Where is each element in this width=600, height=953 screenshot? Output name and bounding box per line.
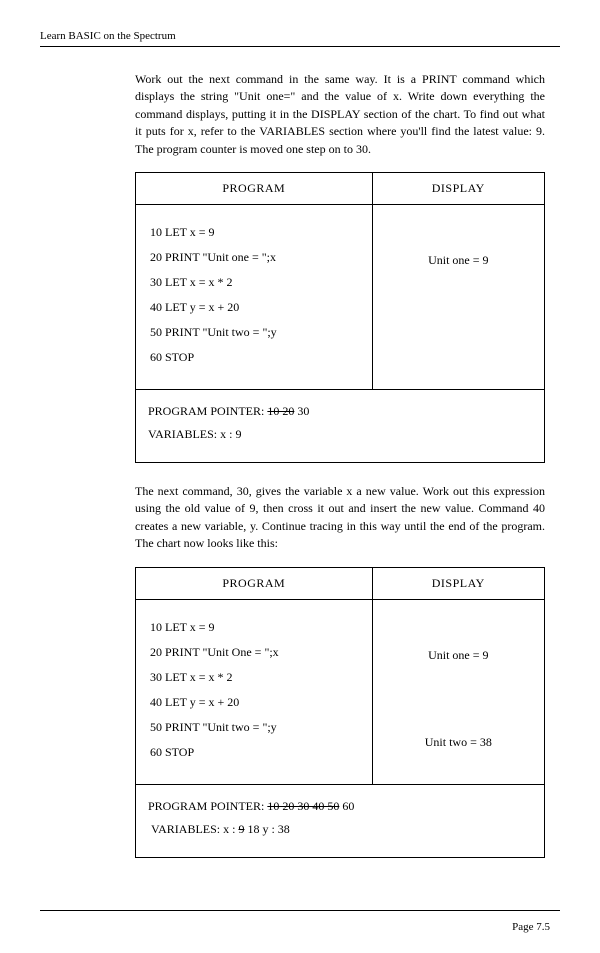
prog-line: 20 PRINT "Unit one = ";x [150, 250, 360, 265]
prog-line: 40 LET y = x + 20 [150, 300, 360, 315]
prog-line: 10 LET x = 9 [150, 620, 360, 635]
pointer-current: 30 [297, 404, 309, 418]
pointer-label: PROGRAM POINTER: [148, 799, 264, 813]
chart1-bottom: PROGRAM POINTER: 10 20 30 VARIABLES: x :… [136, 390, 544, 462]
page: Learn BASIC on the Spectrum Work out the… [0, 0, 600, 953]
chart2-pointer: PROGRAM POINTER: 10 20 30 40 50 60 [148, 799, 532, 814]
chart1-program-body: 10 LET x = 9 20 PRINT "Unit one = ";x 30… [136, 205, 372, 389]
footer-rule [40, 910, 560, 911]
prog-line: 60 STOP [150, 350, 360, 365]
variables-label: VARIABLES: x : [151, 822, 235, 836]
trace-chart-2: PROGRAM 10 LET x = 9 20 PRINT "Unit One … [135, 567, 545, 858]
variables-struck: 9 [238, 822, 244, 836]
chart2-program-body: 10 LET x = 9 20 PRINT "Unit One = ";x 30… [136, 600, 372, 784]
paragraph-1: Work out the next command in the same wa… [135, 71, 545, 158]
chart2-bottom: PROGRAM POINTER: 10 20 30 40 50 60 VARIA… [136, 785, 544, 857]
trace-chart-1: PROGRAM 10 LET x = 9 20 PRINT "Unit one … [135, 172, 545, 463]
variables-rest: 18 y : 38 [247, 822, 289, 836]
chart1-top: PROGRAM 10 LET x = 9 20 PRINT "Unit one … [136, 173, 544, 390]
display-line: Unit two = 38 [385, 735, 532, 750]
chart2-display-head: DISPLAY [373, 568, 544, 600]
chart1-program-col: PROGRAM 10 LET x = 9 20 PRINT "Unit one … [136, 173, 373, 389]
prog-line: 60 STOP [150, 745, 360, 760]
chart1-program-head: PROGRAM [136, 173, 372, 205]
chart2-program-col: PROGRAM 10 LET x = 9 20 PRINT "Unit One … [136, 568, 373, 784]
prog-line: 50 PRINT "Unit two = ";y [150, 720, 360, 735]
chart1-display-body: Unit one = 9 [373, 205, 544, 278]
prog-line: 50 PRINT "Unit two = ";y [150, 325, 360, 340]
chart2-variables: VARIABLES: x : 9 18 y : 38 [148, 822, 532, 837]
chart1-display-col: DISPLAY Unit one = 9 [373, 173, 544, 389]
pointer-label: PROGRAM POINTER: [148, 404, 264, 418]
chart2-top: PROGRAM 10 LET x = 9 20 PRINT "Unit One … [136, 568, 544, 785]
display-line: Unit one = 9 [385, 648, 532, 663]
chart1-variables: VARIABLES: x : 9 [148, 427, 532, 442]
paragraph-2: The next command, 30, gives the variable… [135, 483, 545, 553]
page-number: Page 7.5 [512, 921, 550, 933]
chart2-display-col: DISPLAY Unit one = 9 Unit two = 38 [373, 568, 544, 784]
chart2-program-head: PROGRAM [136, 568, 372, 600]
chart1-display-head: DISPLAY [373, 173, 544, 205]
book-header: Learn BASIC on the Spectrum [40, 30, 560, 47]
pointer-struck: 10 20 30 40 50 [267, 799, 339, 813]
chart2-display-body: Unit one = 9 Unit two = 38 [373, 600, 544, 760]
prog-line: 10 LET x = 9 [150, 225, 360, 240]
display-line: Unit one = 9 [385, 253, 532, 268]
prog-line: 20 PRINT "Unit One = ";x [150, 645, 360, 660]
pointer-struck: 10 20 [267, 404, 294, 418]
chart1-pointer: PROGRAM POINTER: 10 20 30 [148, 404, 532, 419]
prog-line: 30 LET x = x * 2 [150, 670, 360, 685]
prog-line: 30 LET x = x * 2 [150, 275, 360, 290]
book-title: Learn BASIC on the Spectrum [40, 30, 176, 42]
prog-line: 40 LET y = x + 20 [150, 695, 360, 710]
content-area: Work out the next command in the same wa… [135, 71, 545, 858]
pointer-current: 60 [342, 799, 354, 813]
